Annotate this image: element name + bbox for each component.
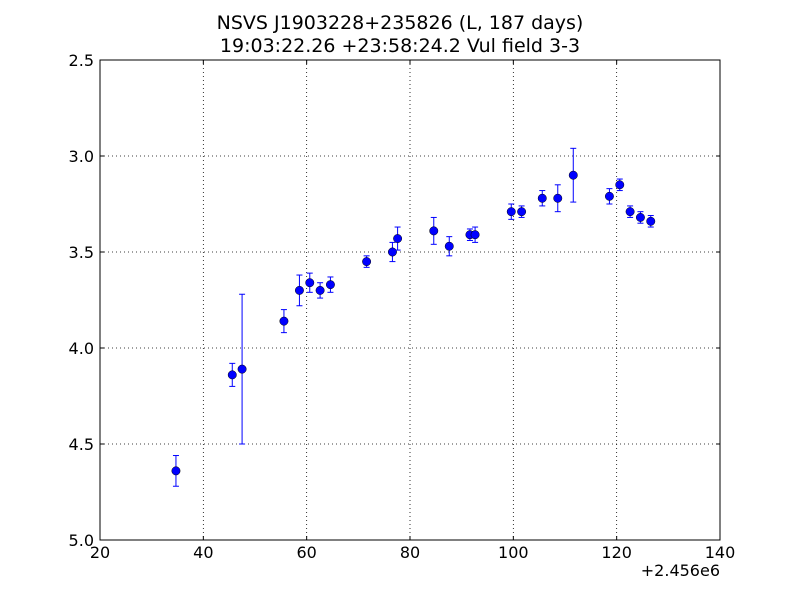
data-point: [517, 205, 527, 218]
x-tick-label: 80: [400, 543, 420, 562]
data-point: [635, 211, 645, 224]
x-tick-label: 60: [296, 543, 316, 562]
point-marker: [387, 247, 397, 257]
x-tick-label: 120: [601, 543, 632, 562]
x-axis-offset-label: +2.456e6: [641, 561, 720, 580]
data-point: [429, 216, 439, 245]
data-point: [444, 236, 454, 257]
axis-ticks: [99, 59, 721, 541]
point-marker: [237, 364, 247, 374]
point-marker: [470, 230, 480, 240]
point-marker: [615, 180, 625, 190]
data-point: [362, 255, 372, 268]
data-point: [553, 184, 563, 213]
data-point: [315, 282, 325, 299]
data-point: [625, 205, 635, 218]
data-point: [615, 178, 625, 192]
point-marker: [568, 170, 578, 180]
point-marker: [171, 466, 181, 476]
y-tick-label: 3.5: [69, 243, 94, 262]
point-marker: [635, 212, 645, 222]
point-marker: [646, 216, 656, 226]
y-tick-label: 4.0: [69, 339, 94, 358]
data-point: [305, 272, 315, 293]
point-marker: [305, 278, 315, 288]
data-point: [227, 362, 237, 387]
data-point: [279, 309, 289, 334]
y-tick-label: 5.0: [69, 531, 94, 550]
point-marker: [506, 207, 516, 217]
x-tick-label: 20: [90, 543, 110, 562]
data-point: [568, 147, 578, 203]
x-tick-label: 140: [705, 543, 736, 562]
data-point: [325, 276, 335, 293]
chart-title: NSVS J1903228+235826 (L, 187 days): [216, 12, 584, 34]
point-marker: [279, 316, 289, 326]
point-marker: [537, 193, 547, 203]
axis-tick-labels: 20 40 60 80 100 120 140 2.5 3.0 3.5 4.0 4.5 5.0: [69, 51, 736, 562]
point-marker: [625, 207, 635, 217]
chart-subtitle: 19:03:22.26 +23:58:24.2 Vul field 3-3: [219, 35, 581, 57]
data-point: [237, 293, 247, 445]
point-marker: [393, 234, 403, 244]
y-tick-label: 3.0: [69, 147, 94, 166]
data-point: [294, 274, 304, 307]
point-marker: [604, 191, 614, 201]
data-point: [604, 188, 614, 205]
point-marker: [325, 280, 335, 290]
point-marker: [294, 285, 304, 295]
data-series: [171, 147, 656, 487]
data-point: [387, 241, 397, 263]
point-marker: [553, 193, 563, 203]
point-marker: [227, 370, 237, 380]
point-marker: [429, 226, 439, 236]
y-tick-label: 2.5: [69, 51, 94, 70]
point-marker: [315, 285, 325, 295]
data-point: [506, 203, 516, 220]
point-marker: [517, 207, 527, 217]
x-tick-label: 40: [193, 543, 213, 562]
data-point: [537, 190, 547, 207]
x-tick-label: 100: [498, 543, 529, 562]
y-tick-label: 4.5: [69, 435, 94, 454]
point-marker: [444, 241, 454, 251]
point-marker: [362, 257, 372, 267]
data-point: [470, 226, 480, 243]
data-point: [646, 215, 656, 228]
data-point: [393, 226, 403, 251]
grid: [100, 60, 720, 540]
data-point: [171, 455, 181, 487]
